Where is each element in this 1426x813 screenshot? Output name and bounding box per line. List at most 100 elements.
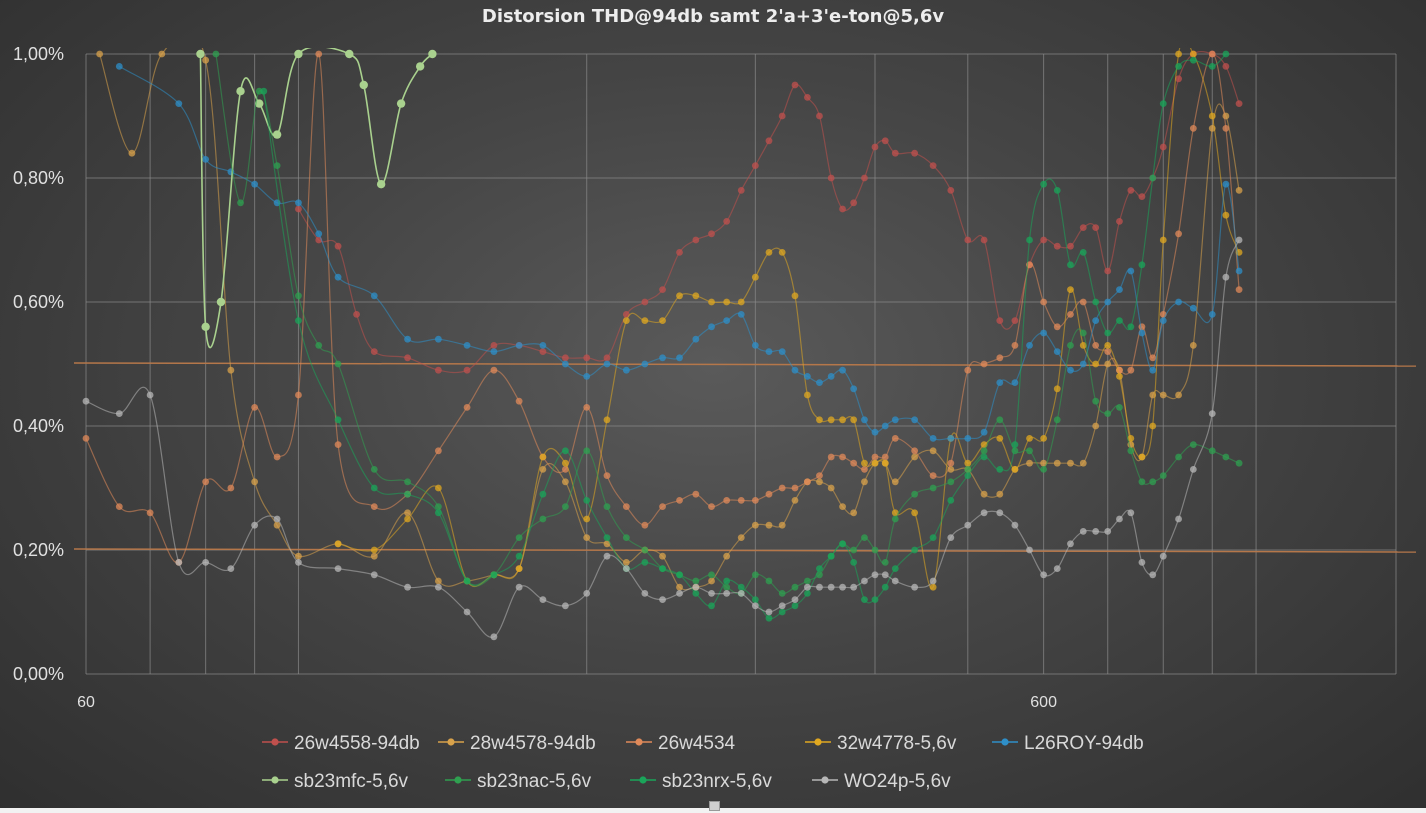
data-point — [964, 472, 972, 479]
data-point — [708, 602, 715, 610]
data-point — [539, 596, 547, 603]
data-point — [1079, 224, 1087, 232]
data-point — [1149, 366, 1157, 374]
data-point — [603, 472, 611, 479]
data-point — [490, 348, 498, 355]
data-point — [1104, 348, 1112, 355]
data-point — [778, 590, 786, 597]
data-point — [236, 87, 245, 96]
data-point — [1079, 249, 1087, 256]
data-point — [273, 162, 281, 170]
data-point — [765, 348, 773, 355]
data-point — [1067, 261, 1074, 269]
reference-line — [73, 548, 1417, 553]
legend-marker — [635, 738, 643, 746]
data-point — [751, 596, 759, 603]
data-point — [816, 571, 823, 579]
data-point — [791, 497, 799, 504]
data-point — [227, 366, 235, 374]
data-point — [911, 509, 919, 517]
data-point — [1092, 224, 1100, 232]
data-point — [861, 459, 868, 467]
data-point — [765, 137, 773, 145]
data-point — [723, 552, 731, 560]
data-point — [146, 509, 154, 517]
data-point — [561, 354, 569, 362]
data-point — [370, 546, 378, 554]
data-point — [947, 459, 955, 467]
data-point — [561, 447, 569, 455]
data-point — [1222, 63, 1230, 70]
data-point — [980, 428, 988, 436]
data-point — [1040, 236, 1048, 244]
data-point — [561, 478, 569, 486]
y-tick-label: 0,20% — [13, 540, 64, 560]
data-point — [996, 466, 1004, 473]
data-point — [1222, 211, 1230, 219]
data-point — [891, 416, 899, 424]
data-point — [659, 552, 666, 560]
data-point — [196, 49, 205, 59]
data-point — [622, 534, 630, 541]
data-point — [434, 503, 442, 510]
data-point — [583, 590, 591, 597]
data-point — [929, 435, 937, 442]
data-point — [622, 317, 630, 324]
data-point — [1011, 521, 1019, 529]
data-point — [1208, 410, 1216, 417]
data-point — [1092, 528, 1100, 535]
legend-marker — [447, 738, 455, 746]
data-point — [201, 322, 210, 331]
legend-marker — [639, 776, 647, 784]
legend-label: 26w4534 — [658, 733, 736, 754]
data-point — [295, 292, 302, 300]
data-point — [751, 342, 759, 349]
data-point — [778, 484, 786, 492]
data-point — [751, 602, 759, 610]
data-point — [539, 515, 547, 523]
data-point — [964, 236, 972, 244]
data-point — [1235, 286, 1243, 293]
data-point — [404, 335, 411, 343]
data-point — [751, 521, 759, 529]
data-point — [603, 416, 611, 424]
data-point — [561, 602, 569, 610]
data-point — [463, 608, 471, 616]
data-point — [641, 559, 649, 566]
data-point — [850, 385, 858, 393]
data-point — [659, 596, 666, 603]
data-point — [980, 490, 988, 498]
data-point — [539, 466, 547, 473]
data-point — [294, 49, 303, 59]
data-point — [839, 366, 846, 374]
data-point — [911, 583, 919, 591]
data-point — [765, 490, 773, 498]
data-point — [1040, 435, 1048, 442]
data-point — [539, 342, 547, 349]
data-point — [871, 428, 879, 436]
data-point — [708, 323, 715, 331]
data-point — [1104, 298, 1112, 306]
data-point — [723, 218, 731, 225]
data-point — [1175, 453, 1182, 461]
data-point — [334, 565, 342, 572]
data-point — [911, 546, 919, 554]
data-point — [583, 404, 591, 411]
data-point — [315, 230, 323, 238]
data-point — [334, 273, 342, 281]
legend-item: sb23mfc-5,6v — [262, 771, 409, 792]
data-point — [964, 466, 972, 473]
data-point — [622, 559, 630, 566]
series-line — [337, 48, 1240, 590]
resize-handle[interactable] — [709, 801, 720, 811]
data-point — [692, 236, 700, 244]
x-axis: 60 600 — [77, 694, 1057, 711]
data-point — [1079, 329, 1087, 337]
data-point — [871, 571, 879, 579]
series-line — [199, 48, 433, 349]
legend-item: sb23nrx-5,6v — [630, 771, 772, 792]
data-point — [765, 614, 773, 622]
data-point — [295, 199, 302, 207]
data-point — [765, 521, 773, 529]
